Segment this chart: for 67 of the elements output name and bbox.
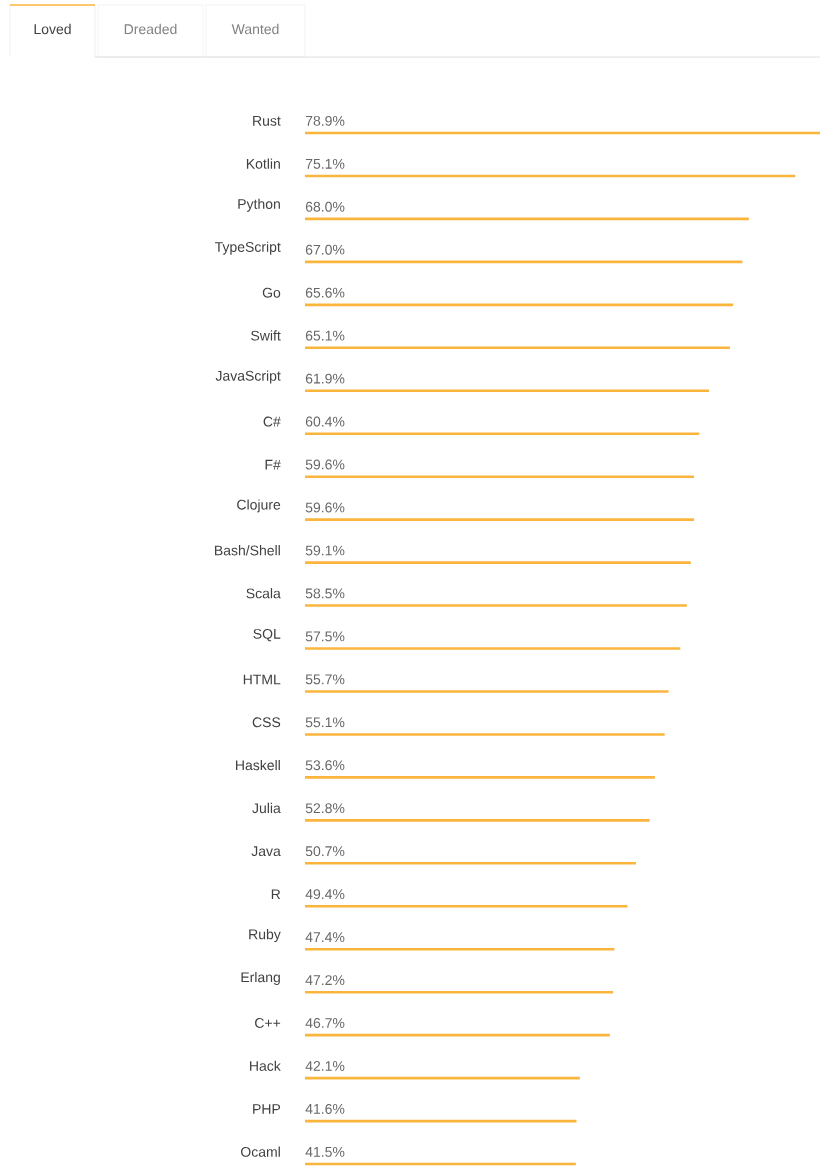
y-tick-label: C++ <box>254 1018 280 1028</box>
data-label: 52.8% <box>305 803 345 814</box>
data-label: 55.1% <box>305 717 345 728</box>
y-tick-label: Ocaml <box>240 1146 280 1157</box>
y-tick-label: HTML <box>243 674 281 685</box>
data-label: 41.5% <box>305 1146 345 1157</box>
data-label: 59.6% <box>305 502 345 513</box>
bar <box>304 518 694 521</box>
bar <box>304 733 665 736</box>
y-tick-label: Java <box>251 846 281 857</box>
y-tick-label: Go <box>262 287 280 298</box>
y-tick-label: Swift <box>250 330 281 341</box>
bar <box>304 604 687 607</box>
data-label: 46.7% <box>305 1018 345 1028</box>
data-label: 68.0% <box>305 201 345 212</box>
bar <box>304 690 669 693</box>
y-tick-label: Bash/Shell <box>214 545 280 556</box>
y-tick-label: Kotlin <box>246 158 280 169</box>
data-label: 60.4% <box>305 416 345 427</box>
y-tick-label: R <box>271 889 280 900</box>
data-label: 58.5% <box>305 588 345 599</box>
y-tick-label: F# <box>265 459 281 470</box>
bar <box>304 647 681 650</box>
data-label: 59.1% <box>305 545 345 556</box>
data-label: 47.2% <box>305 975 345 985</box>
y-tick-label: Rust <box>252 116 281 126</box>
bar <box>304 432 700 436</box>
bar <box>304 904 628 908</box>
data-label: 65.1% <box>305 330 345 341</box>
y-tick-label: Python <box>238 198 280 212</box>
data-label: 47.4% <box>305 932 345 943</box>
y-tick-label: Haskell <box>235 759 280 771</box>
y-tick-label: TypeScript <box>214 241 281 255</box>
data-label: 50.7% <box>305 846 345 857</box>
y-tick-label: Julia <box>251 802 281 814</box>
bar <box>304 475 694 478</box>
data-label: 53.6% <box>305 760 345 771</box>
y-tick-label: SQL <box>253 628 281 642</box>
y-tick-label: Scala <box>246 588 281 599</box>
bar <box>304 389 709 393</box>
data-label: 41.6% <box>305 1103 345 1114</box>
bar <box>304 776 655 779</box>
data-label: 61.9% <box>305 373 345 384</box>
text: Loved <box>34 23 71 35</box>
data-label: 42.1% <box>305 1061 345 1071</box>
data-label: 49.4% <box>305 889 345 900</box>
y-tick-label: CSS <box>252 717 280 728</box>
y-tick-label: Clojure <box>236 499 280 513</box>
y-tick-label: Ruby <box>249 928 281 943</box>
text: Dreaded <box>124 23 177 35</box>
data-label: 65.6% <box>305 287 345 298</box>
bar <box>304 862 636 865</box>
text: Wanted <box>231 23 279 35</box>
y-tick-label: PHP <box>252 1104 280 1114</box>
data-label: 57.5% <box>305 631 345 642</box>
data-label: 67.0% <box>305 244 345 255</box>
bar <box>304 819 650 822</box>
data-label: 59.6% <box>305 459 345 470</box>
y-tick-label: Hack <box>249 1060 281 1071</box>
data-label: 75.1% <box>305 158 345 169</box>
y-tick-label: C# <box>263 416 281 427</box>
y-tick-label: Erlang <box>241 971 280 985</box>
data-label: 78.9% <box>305 115 345 126</box>
bar <box>304 561 691 564</box>
y-tick-label: JavaScript <box>215 370 281 384</box>
bar <box>304 947 615 951</box>
data-label: 55.7% <box>305 674 345 685</box>
